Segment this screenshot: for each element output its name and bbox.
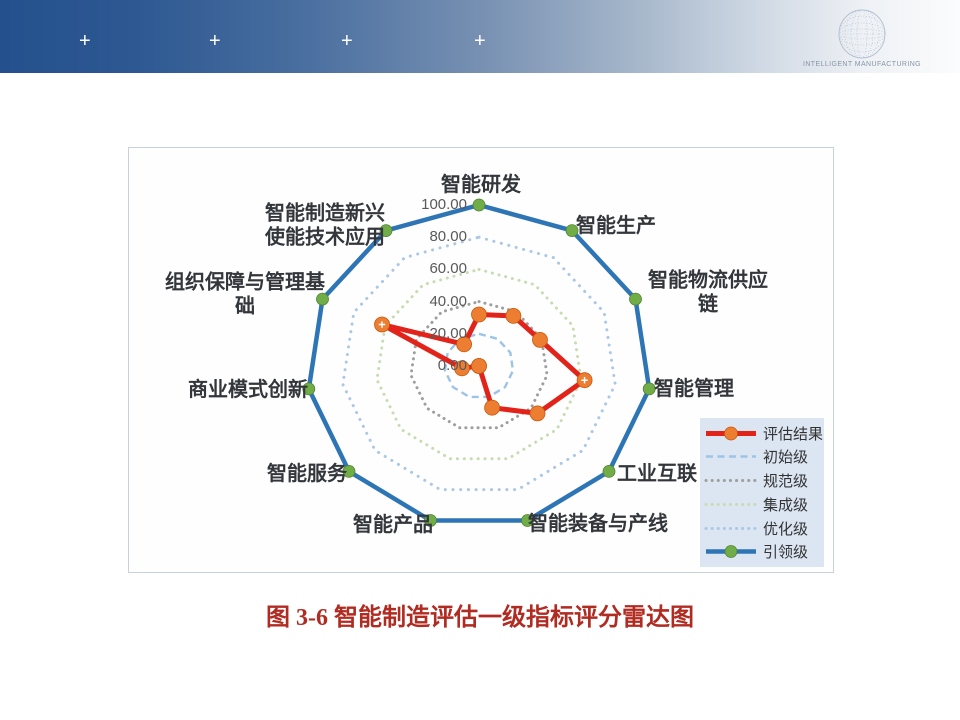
chart-legend: 评估结果初始级规范级集成级优化级引领级 bbox=[700, 418, 824, 567]
axis-label-2: 智能物流供应链 bbox=[648, 269, 768, 315]
series-leading-marker bbox=[472, 198, 486, 212]
plus-mark-icon: + bbox=[474, 30, 486, 52]
legend-label: 引领级 bbox=[763, 545, 809, 562]
legend-label: 优化级 bbox=[763, 521, 809, 538]
series-result-marker bbox=[505, 307, 522, 324]
series-result-marker bbox=[471, 306, 487, 323]
axis-label-1: 智能生产 bbox=[576, 215, 656, 238]
axis-label-6: 智能产品 bbox=[353, 514, 433, 537]
series-leading-marker bbox=[565, 224, 579, 237]
series-leading-marker bbox=[379, 224, 393, 237]
legend-line-sample bbox=[704, 526, 758, 530]
radial-tick-label: 60.00 bbox=[429, 260, 467, 278]
axis-label-8: 商业模式创新 bbox=[188, 379, 308, 402]
legend-line-sample bbox=[706, 426, 756, 441]
legend-label: 初始级 bbox=[763, 450, 809, 467]
radial-tick-label: 80.00 bbox=[429, 228, 467, 246]
legend-item-leading: 引领级 bbox=[700, 541, 824, 562]
axis-label-0: 智能研发 bbox=[441, 174, 521, 197]
series-leading-marker bbox=[642, 382, 656, 396]
legend-line-sample bbox=[704, 479, 758, 483]
legend-item-standard: 规范级 bbox=[700, 470, 824, 491]
series-leading bbox=[306, 202, 652, 523]
axis-label-3: 智能管理 bbox=[654, 378, 734, 401]
legend-label: 规范级 bbox=[763, 474, 809, 491]
logo-text: INTELLIGENT MANUFACTURING bbox=[803, 61, 921, 68]
series-integrated bbox=[375, 267, 583, 461]
series-result-marker bbox=[529, 405, 546, 422]
plus-mark-icon: + bbox=[79, 30, 91, 52]
legend-item-initial: 初始级 bbox=[700, 446, 824, 467]
legend-item-result: 评估结果 bbox=[700, 423, 824, 444]
series-result-marker bbox=[484, 399, 501, 416]
series-leading-marker bbox=[521, 514, 534, 527]
series-leading-marker bbox=[602, 464, 616, 478]
logo: INTELLIGENT MANUFACTURING bbox=[792, 8, 932, 72]
axis-label-7: 智能服务 bbox=[267, 463, 347, 486]
legend-line-sample bbox=[706, 455, 756, 459]
series-result-marker bbox=[532, 331, 548, 348]
radar-chart-panel: 100.00 80.00 60.00 40.00 20.00 0.00 智能研发 智能生产智… bbox=[128, 147, 834, 573]
legend-line-sample bbox=[704, 502, 758, 506]
series-leading-marker bbox=[316, 292, 329, 306]
figure-caption: 图 3-6 智能制造评估一级指标评分雷达图 bbox=[266, 605, 694, 631]
series-optimized bbox=[341, 235, 617, 492]
legend-item-integrated: 集成级 bbox=[700, 494, 824, 515]
axis-label-5: 智能装备与产线 bbox=[528, 513, 668, 536]
radial-tick-label: 100.00 bbox=[421, 196, 467, 213]
series-result-marker bbox=[456, 336, 473, 353]
series-leading-marker bbox=[302, 382, 316, 396]
radar-chart bbox=[302, 198, 656, 527]
radial-tick-label: 40.00 bbox=[429, 292, 467, 310]
legend-line-sample bbox=[706, 545, 756, 559]
series-leading-marker bbox=[342, 464, 356, 478]
axis-label-9: 组织保障与管理基 础 bbox=[165, 271, 325, 317]
series-leading-marker bbox=[629, 292, 642, 306]
axis-label-10: 智能制造新兴 使能技术应用 bbox=[265, 202, 385, 248]
plus-mark-icon: + bbox=[341, 30, 353, 52]
radial-tick-label: 0.00 bbox=[437, 357, 467, 374]
header-banner: + + + + INTELLIGENT MANUFACTURING bbox=[0, 0, 960, 73]
plus-mark-icon: + bbox=[209, 30, 221, 52]
axis-label-4: 工业互联 bbox=[617, 463, 697, 486]
series-initial bbox=[443, 332, 515, 399]
marker-highlight-cross bbox=[378, 321, 386, 328]
series-standard bbox=[409, 300, 549, 430]
series-result-marker bbox=[454, 360, 470, 377]
marker-highlight-cross bbox=[581, 377, 588, 384]
series-leading-marker bbox=[424, 514, 437, 527]
radial-tick-label: 20.00 bbox=[429, 324, 467, 342]
series-result-marker bbox=[471, 358, 487, 374]
legend-item-optimized: 优化级 bbox=[700, 518, 824, 539]
legend-label: 集成级 bbox=[763, 497, 809, 514]
dotted-globe-icon bbox=[838, 9, 886, 59]
legend-label: 评估结果 bbox=[763, 426, 824, 443]
